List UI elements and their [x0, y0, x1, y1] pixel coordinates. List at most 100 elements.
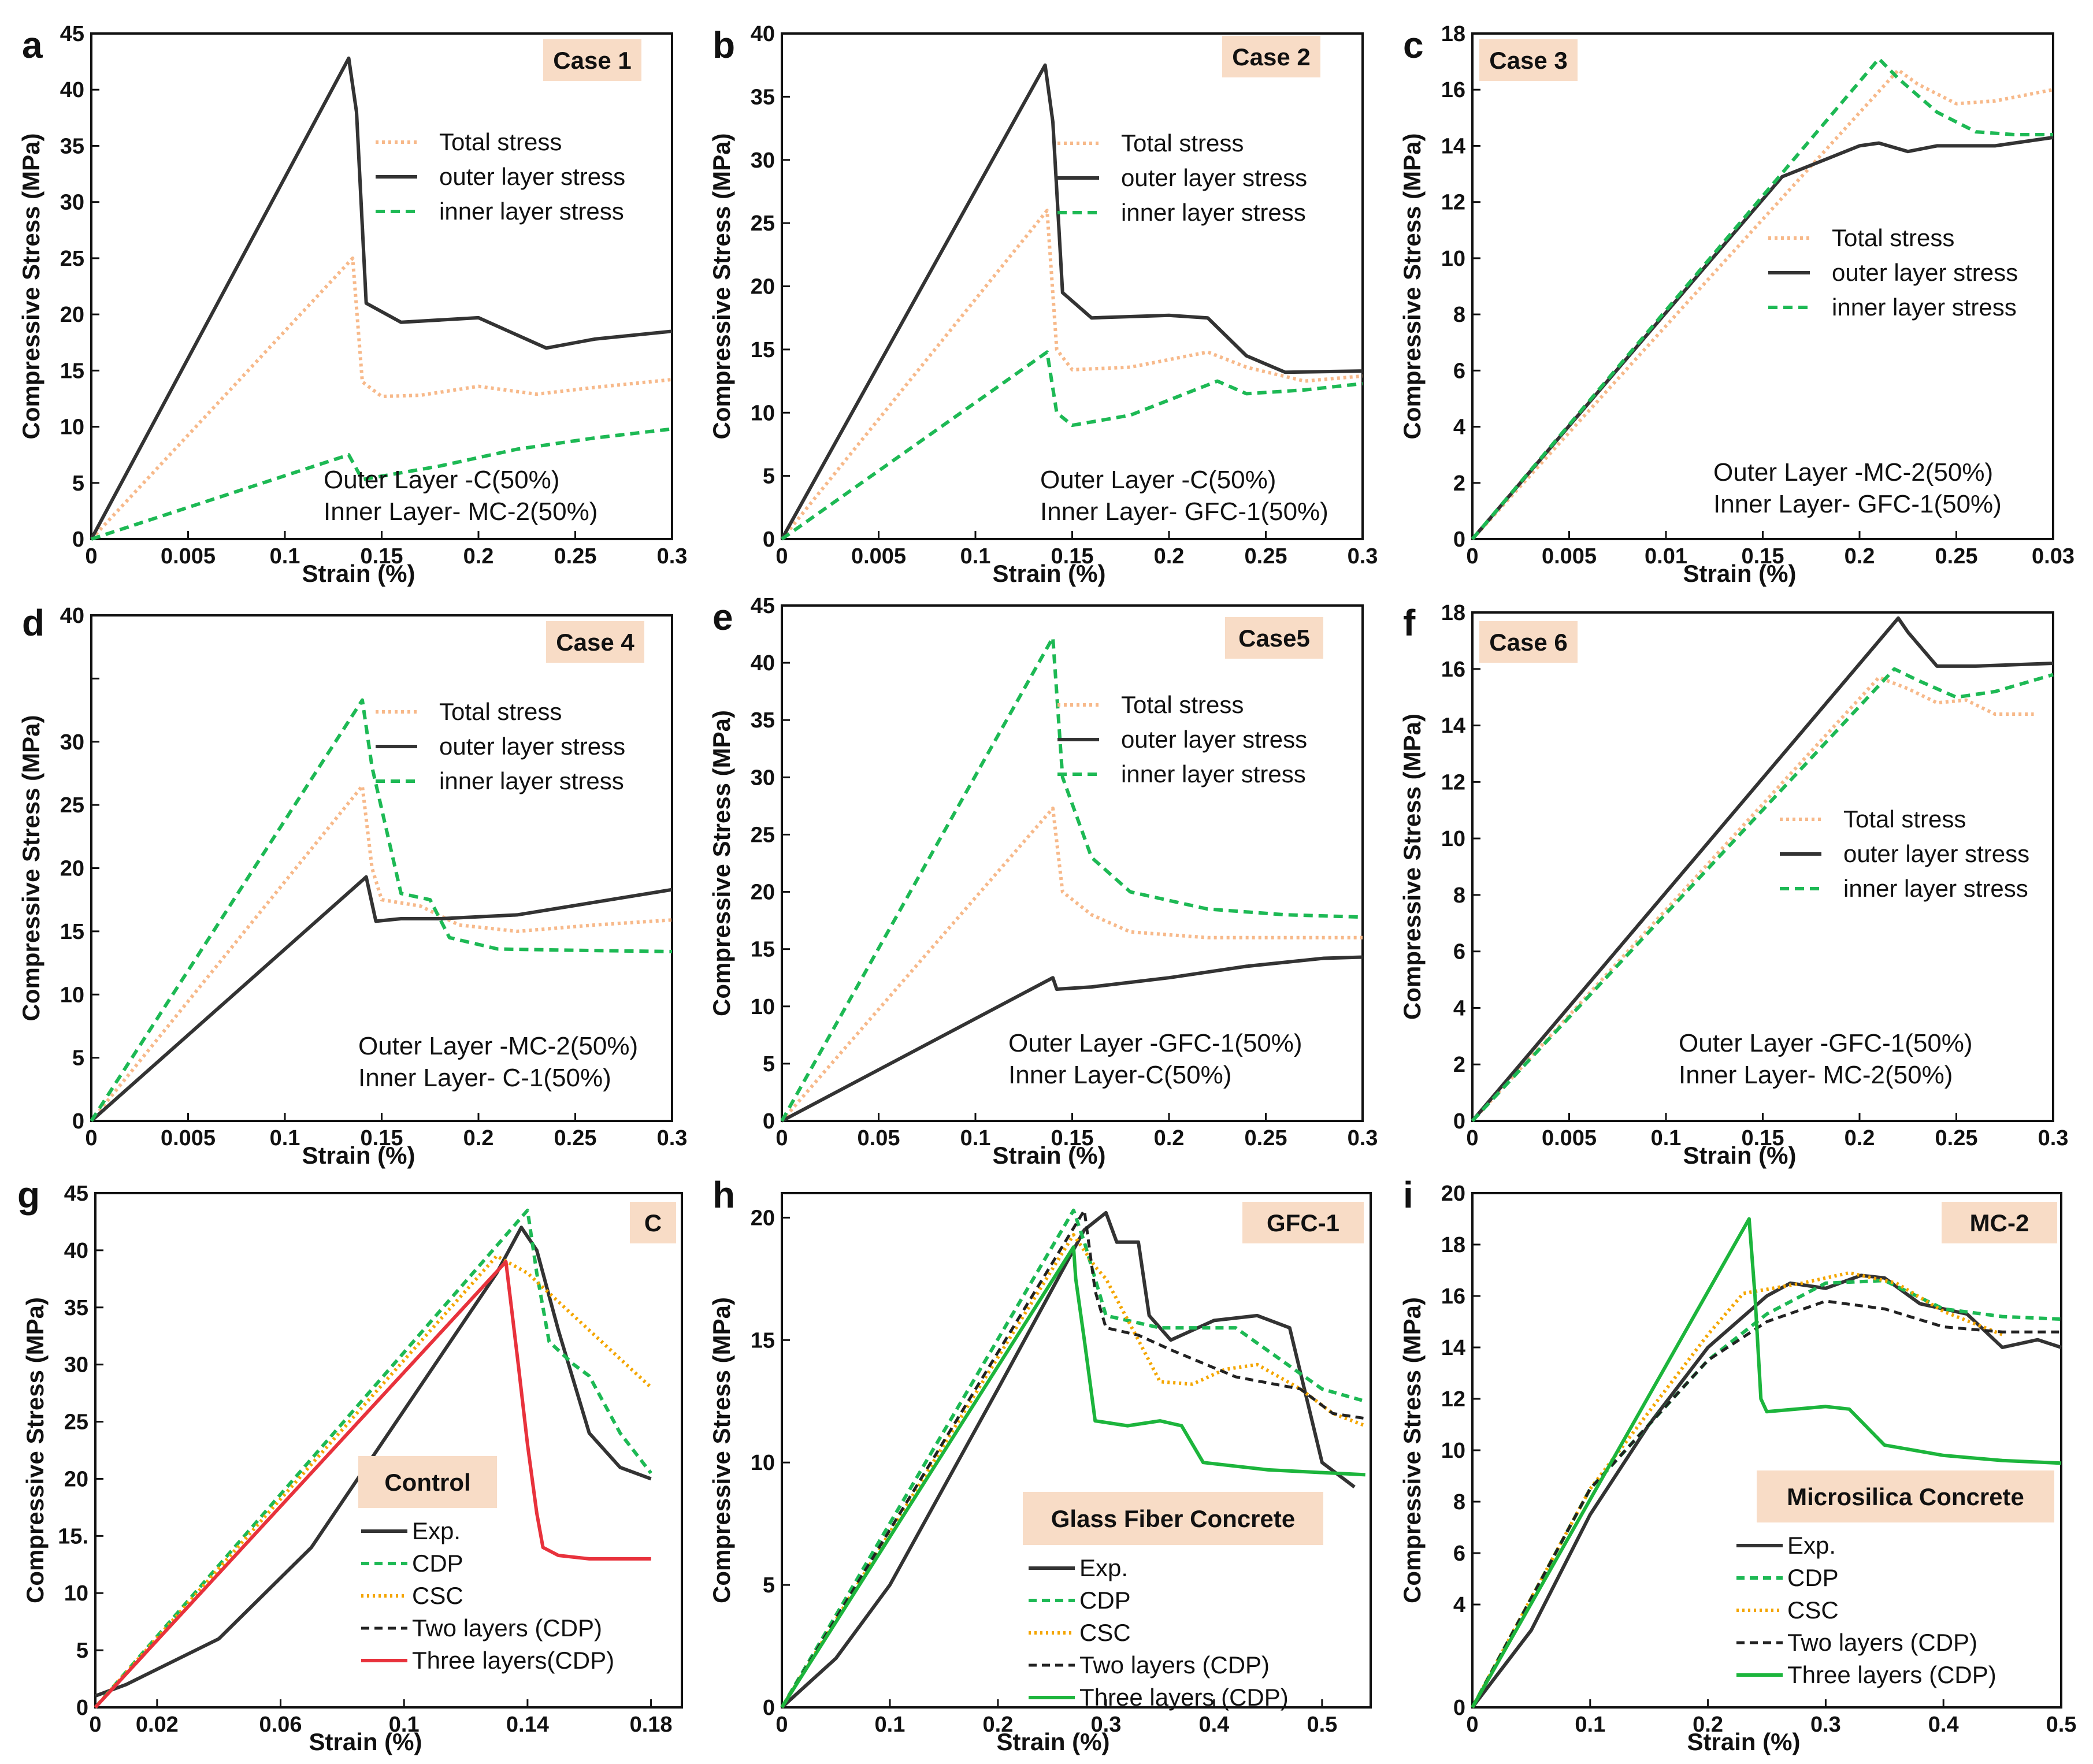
legend-entry: CDP	[1079, 1587, 1131, 1614]
x-tick-label: 0.03	[2032, 544, 2075, 569]
y-tick-label: 10	[60, 983, 84, 1007]
legend-entry: outer layer stress	[1121, 164, 1307, 191]
panel-letter: c	[1403, 24, 1424, 66]
y-tick-label: 40	[751, 22, 775, 46]
legend-entry: CDP	[1787, 1564, 1839, 1591]
series-line-two	[780, 1209, 1366, 1709]
legend-entry: Total stress	[1832, 224, 1954, 251]
series-line-exp	[780, 1210, 1356, 1709]
x-tick-label: 0.1	[270, 544, 300, 569]
y-tick-label: 18	[1441, 1233, 1465, 1257]
layer-annotation: Inner Layer- GFC-1(50%)	[1040, 497, 1328, 526]
case-label: C	[644, 1209, 662, 1236]
plot-frame	[781, 1192, 1372, 1709]
y-tick-label: 30	[64, 1353, 88, 1377]
x-axis-label: Strain (%)	[996, 1728, 1109, 1755]
y-tick-label: 5	[763, 465, 775, 489]
case-label: MC-2	[1970, 1209, 2029, 1236]
x-tick-label: 0.25	[1935, 544, 1978, 569]
x-tick-label: 0.005	[161, 1126, 216, 1150]
y-tick-label: 16	[1441, 658, 1465, 682]
y-tick-label: 6	[1453, 359, 1465, 383]
y-tick-label: 2	[1453, 471, 1465, 496]
x-tick-label: 0.3	[1348, 544, 1378, 569]
y-tick-label: 8	[1453, 303, 1465, 327]
legend-title: Control	[384, 1469, 470, 1496]
case-label: Case 6	[1489, 629, 1567, 656]
panel-e: e 0 5 10 15 20 25 30 35 40 45 0 0.05 0.1 0.15 0.2 0.25 0.…	[708, 594, 1378, 1169]
panel-g: g 0 5 10 15. 20 25 30 35 40 45 0 0.02 0.06 0.1 0.14 0.18…	[17, 1174, 683, 1755]
panel-letter: h	[712, 1174, 735, 1216]
legend-entry: Three layers (CDP)	[1787, 1661, 1996, 1688]
case-label: Case 1	[553, 47, 631, 74]
x-tick-label: 0.2	[1154, 544, 1185, 569]
x-axis-label: Strain (%)	[309, 1728, 422, 1755]
case-label-box	[1225, 617, 1323, 659]
layer-annotation: Outer Layer -C(50%)	[324, 466, 559, 494]
y-tick-label: 20	[1441, 1182, 1465, 1206]
case-label-box	[1222, 36, 1320, 77]
x-tick-label: 0.01	[1645, 544, 1687, 569]
x-tick-label: 0.4	[1198, 1713, 1229, 1737]
legend: Total stress outer layer stress inner laye…	[376, 698, 625, 794]
y-tick-label: 16	[1441, 1284, 1465, 1309]
x-tick-label: 0.3	[657, 544, 688, 569]
x-tick-label: 0.15	[1051, 544, 1094, 569]
y-tick-label: 10	[751, 401, 775, 425]
y-tick-label: 8	[1453, 1490, 1465, 1514]
x-tick-label: 0.1	[389, 1713, 420, 1737]
layer-annotation: Inner Layer-C(50%)	[1008, 1061, 1231, 1089]
series-line-cdp	[780, 1208, 1366, 1709]
y-tick-label: 25	[60, 247, 84, 271]
legend: Control Exp. CDP CSC Two layers (CDP) Three l…	[358, 1456, 614, 1674]
x-tick-label: 0.2	[463, 544, 494, 569]
panel-d: d 0 5 10 15 20 25 30 40 0 0.005 0.1 0.15 0.2 0.25 0.3 St…	[17, 602, 687, 1169]
plot-frame	[781, 32, 1364, 540]
layer-annotation: Inner Layer- MC-2(50%)	[1679, 1061, 1953, 1089]
panel-c: c 0 2 4 6 8 10 12 14 16 18 0 0.005 0.01 0.15 0.2 0.25 0.0…	[1398, 22, 2075, 587]
y-axis-label: Compressive Stress (MPa)	[17, 133, 44, 440]
x-tick-label: 0.1	[1651, 1126, 1682, 1150]
x-axis-label: Strain (%)	[992, 1142, 1105, 1169]
series-line-outer	[90, 875, 673, 1123]
x-tick-label: 0.005	[1542, 544, 1597, 569]
x-tick-label: 0.15	[1742, 544, 1784, 569]
y-tick-label: 10	[1441, 827, 1465, 851]
y-tick-label: 4	[1453, 415, 1465, 440]
legend-entry: Three layers (CDP)	[1079, 1684, 1289, 1711]
legend-entry: outer layer stress	[439, 733, 625, 760]
series-line-inner	[1471, 57, 2053, 540]
x-tick-label: 0	[85, 1126, 97, 1150]
layer-annotation: Outer Layer -GFC-1(50%)	[1008, 1029, 1302, 1057]
x-axis-label: Strain (%)	[1687, 1728, 1800, 1755]
legend: Microsilica Concrete Exp. CDP CSC Two layers…	[1736, 1470, 2054, 1688]
series-line-outer	[1471, 135, 2054, 540]
legend: Total stress outer layer stress inner laye…	[1768, 224, 2018, 321]
x-tick-label: 0.005	[851, 544, 906, 569]
x-tick-label: 0.18	[630, 1713, 673, 1737]
plot-frame	[94, 1192, 683, 1709]
y-tick-label: 0	[763, 528, 775, 552]
layer-annotation: Inner Layer- MC-2(50%)	[324, 497, 598, 526]
y-tick-label: 35	[64, 1296, 88, 1320]
series-line-total	[1471, 675, 2034, 1123]
legend-title-box	[1757, 1470, 2054, 1522]
y-tick-label: 35	[60, 134, 84, 158]
y-tick-label: 0	[763, 1109, 775, 1134]
y-tick-label: 15	[751, 1328, 775, 1353]
y-tick-label: 45	[64, 1182, 88, 1206]
x-tick-label: 0.3	[1810, 1713, 1841, 1737]
x-tick-label: 0.2	[1693, 1713, 1723, 1737]
y-tick-label: 2	[1453, 1053, 1465, 1077]
y-tick-label: 10	[60, 415, 84, 440]
case-label-box	[543, 39, 641, 81]
series-line-outer	[90, 56, 673, 540]
series-line-inner	[90, 698, 673, 1122]
x-tick-label: 0	[85, 544, 97, 569]
y-tick-label: 0	[1453, 528, 1465, 552]
series-line-total	[1471, 68, 2054, 541]
y-tick-label: 30	[751, 148, 775, 173]
case-label-box	[1479, 39, 1578, 81]
x-tick-label: 0.05	[858, 1126, 900, 1150]
panel-letter: f	[1403, 602, 1416, 644]
